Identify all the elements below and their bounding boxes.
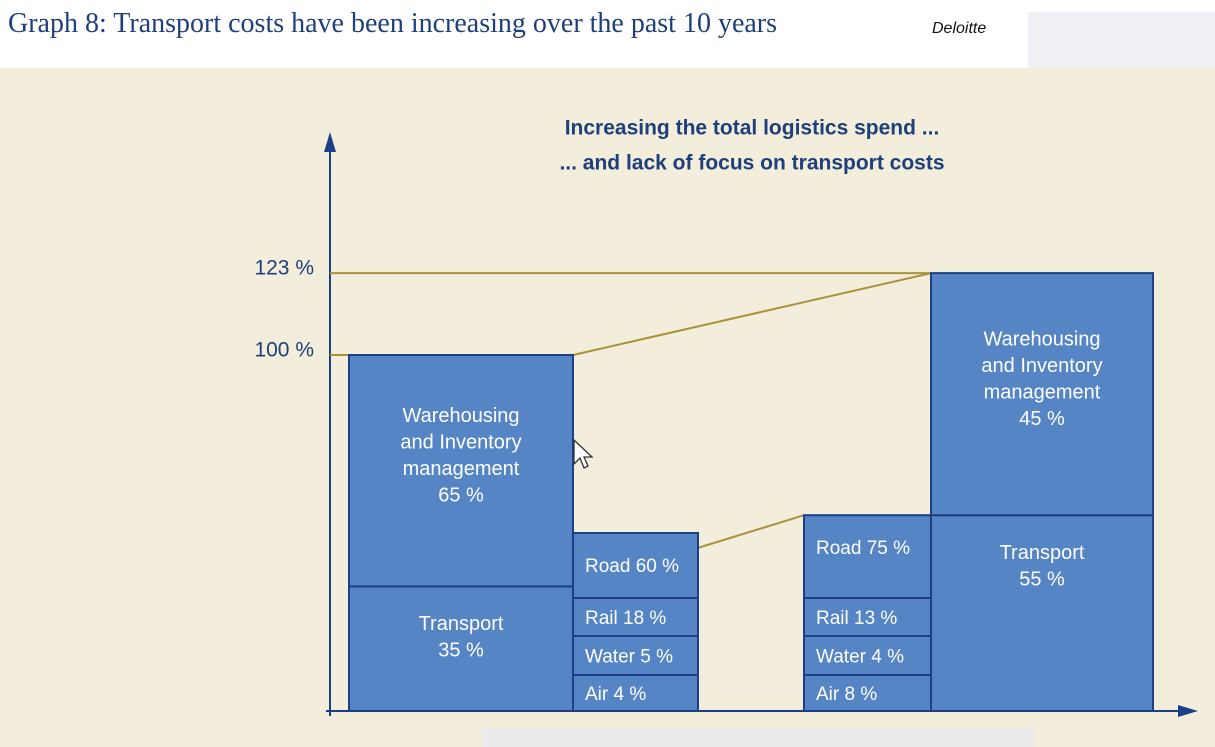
y-tick-label: 100 % bbox=[254, 339, 314, 362]
transport-bar bbox=[348, 585, 574, 713]
total-connector-line bbox=[572, 272, 932, 356]
page-title: Graph 8: Transport costs have been incre… bbox=[8, 8, 778, 39]
chart-subtitle: Increasing the total logistics spend ...… bbox=[559, 116, 944, 174]
mouse-cursor-icon bbox=[573, 438, 594, 469]
transport-bar bbox=[930, 514, 1154, 713]
air-bar bbox=[572, 674, 699, 712]
rail-bar-label: Rail 18 % bbox=[585, 608, 666, 629]
rail-bar bbox=[803, 597, 932, 637]
water-bar bbox=[803, 635, 932, 676]
warehousing-bar-label: Warehousing and Inventory management 65 % bbox=[400, 405, 521, 507]
warehousing-bar-label: Warehousing and Inventory management 45 % bbox=[981, 329, 1102, 431]
road-bar-label: Road 75 % bbox=[816, 538, 910, 559]
transport-bar-label: Transport 55 % bbox=[1000, 542, 1085, 591]
air-bar bbox=[803, 674, 932, 712]
rail-bar bbox=[572, 597, 699, 637]
x-axis-arrow bbox=[1178, 705, 1198, 717]
brand-label: Deloitte bbox=[932, 20, 987, 37]
warehousing-bar bbox=[930, 272, 1154, 517]
water-bar-label: Water 4 % bbox=[816, 647, 904, 668]
rail-bar-label: Rail 13 % bbox=[816, 608, 897, 629]
air-bar-label: Air 8 % bbox=[816, 684, 877, 705]
water-bar bbox=[572, 635, 699, 676]
road-bar bbox=[803, 514, 932, 600]
header-panel bbox=[1028, 12, 1215, 68]
road-bar bbox=[572, 532, 699, 599]
y-axis-arrow bbox=[324, 132, 336, 152]
water-bar-label: Water 5 % bbox=[585, 647, 673, 668]
road-bar-label: Road 60 % bbox=[585, 556, 679, 577]
warehousing-bar bbox=[348, 354, 574, 588]
bottom-strip bbox=[482, 728, 1034, 747]
transport-bar-label: Transport 35 % bbox=[419, 613, 504, 662]
air-bar-label: Air 4 % bbox=[585, 684, 646, 705]
y-tick-label: 123 % bbox=[254, 257, 314, 280]
